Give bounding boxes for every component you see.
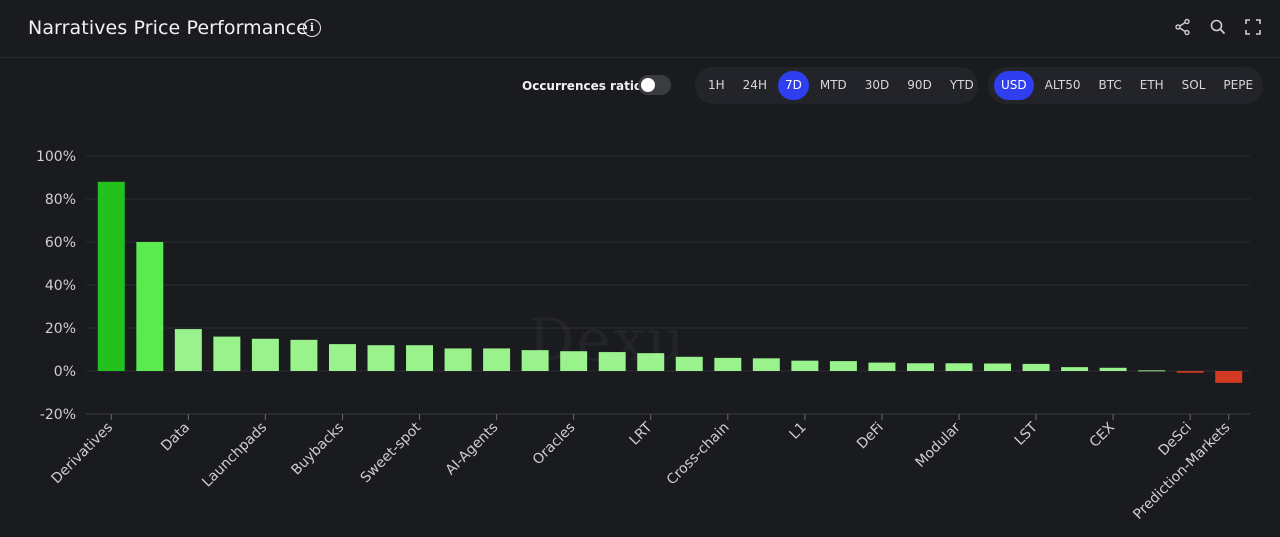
bar [1022,363,1050,371]
page-title: Narratives Price Performance [28,17,308,39]
bar [906,363,934,371]
timeframe-90d[interactable]: 90D [907,78,932,92]
bar [598,352,626,371]
fullscreen-icon[interactable] [1244,18,1262,36]
bar [984,363,1012,371]
y-tick-label: 100% [36,149,76,165]
bar [97,181,125,371]
bar [521,350,549,371]
bar [1215,371,1243,383]
currency-eth[interactable]: ETH [1139,78,1164,92]
bar [483,348,511,371]
y-tick-label: 0% [54,364,76,380]
x-tick-label: Sweet-spot [358,419,425,486]
bar [675,356,703,371]
bar [136,242,164,371]
y-tick-label: 20% [45,321,76,337]
timeframe-7d[interactable]: 7D [777,71,809,100]
y-tick-label: 40% [45,278,76,294]
x-tick-label: L1 [787,420,810,443]
x-tick-label: Derivatives [49,420,117,488]
bar [444,348,472,371]
search-icon[interactable] [1209,18,1227,36]
bar [945,363,973,371]
bar [1099,367,1127,371]
x-tick-label: Data [158,420,193,455]
bar [752,358,780,371]
bar [1176,371,1204,373]
bar [829,361,857,371]
timeframe-1h[interactable]: 1H [708,78,725,92]
x-tick-label: LRT [627,419,656,448]
currency-usd[interactable]: USD [994,71,1034,100]
bar [1061,367,1089,371]
x-tick-label: Buybacks [288,420,347,479]
timeframe-ytd[interactable]: YTD [949,78,974,92]
bar [251,338,279,371]
fullscreen-icon-glyph [1245,19,1261,35]
timeframe-selector: 1H 24H 7D MTD 30D 90D YTD [695,67,978,104]
panel-header: Narratives Price Performance i [0,0,1280,58]
share-icon-glyph [1175,18,1190,36]
timeframe-mtd[interactable]: MTD [819,78,847,92]
x-tick-label: LST [1012,419,1041,448]
bar [328,344,356,371]
bar [637,353,665,371]
timeframe-24h[interactable]: 24H [742,78,767,92]
bar [213,336,241,371]
y-tick-label: 60% [45,235,76,251]
y-tick-label: -20% [40,407,76,423]
occurrences-ratio-toggle[interactable] [638,75,671,95]
share-icon[interactable] [1174,18,1192,36]
currency-selector: USD ALT50 BTC ETH SOL PEPE [988,67,1263,104]
bar [560,351,588,371]
x-tick-label: Modular [912,419,964,471]
currency-pepe[interactable]: PEPE [1223,78,1254,92]
y-tick-label: 80% [45,192,76,208]
x-tick-label: Oracles [530,420,579,469]
currency-sol[interactable]: SOL [1181,78,1206,92]
bar [290,339,318,371]
bar-chart-svg: 100% 80% 60% 40% 20% 0% -20%Derivatives Data Lau… [36,149,1250,523]
x-tick-label: AI-Agents [443,420,502,479]
watermark-logo: Dexu [528,306,687,374]
timeframe-30d[interactable]: 30D [864,78,890,92]
bar [367,345,395,371]
bar [714,357,742,371]
occurrences-ratio-label: Occurrences ratio [522,79,643,93]
bar [406,345,434,371]
bar [868,362,896,371]
search-icon-glyph [1210,19,1226,35]
bar [791,360,819,371]
toggle-knob [641,78,655,92]
bar [174,329,202,371]
currency-btc[interactable]: BTC [1098,78,1122,92]
x-tick-label: Cross-chain [664,420,733,489]
bar-chart: 100% 80% 60% 40% 20% 0% -20% Derivatives Data Lau… [0,120,1280,537]
bar [1138,370,1166,372]
x-tick-label: CEX [1087,419,1119,451]
currency-alt50[interactable]: ALT50 [1044,78,1081,92]
info-icon[interactable]: i [303,19,321,37]
x-tick-label: Launchpads [199,420,270,491]
x-tick-label: DeFi [854,420,887,453]
